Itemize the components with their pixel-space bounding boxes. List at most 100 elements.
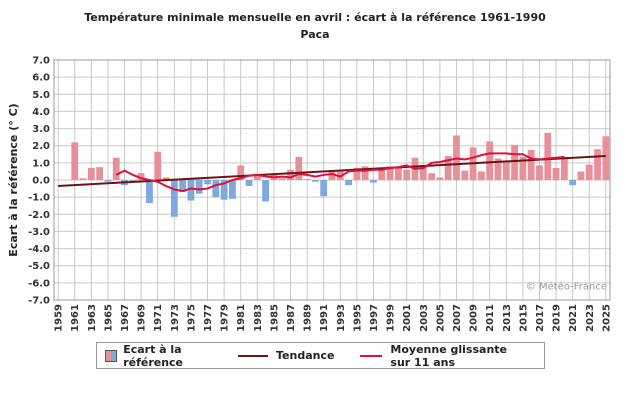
bar <box>96 167 104 180</box>
bar <box>511 144 518 180</box>
moving-avg-swatch-icon <box>360 354 383 357</box>
y-tick-label: 2.0 <box>32 141 50 152</box>
y-tick-label: 3.0 <box>32 124 50 135</box>
x-tick-label: 1989 <box>303 304 314 332</box>
bar <box>370 180 377 183</box>
x-tick-label: 1961 <box>70 304 81 332</box>
bar <box>104 180 112 182</box>
bar <box>419 166 427 180</box>
bar <box>519 156 527 180</box>
bar <box>287 169 294 180</box>
bar <box>187 180 195 201</box>
x-tick-label: 2019 <box>552 304 563 332</box>
bar <box>403 169 411 180</box>
bar <box>295 156 303 180</box>
bar <box>245 180 253 186</box>
bar <box>436 177 444 180</box>
x-tick-label: 1965 <box>103 304 114 332</box>
bar <box>303 179 311 180</box>
y-tick-label: -4.0 <box>28 244 50 255</box>
x-tick-label: 1993 <box>336 304 347 332</box>
x-tick-label: 2009 <box>469 304 480 332</box>
bar <box>204 180 211 185</box>
x-tick-label: 1997 <box>369 304 380 332</box>
legend: Ecart à la référence Tendance Moyenne gl… <box>96 342 545 369</box>
legend-label-trend: Tendance <box>275 349 335 362</box>
moving-avg-line <box>115 152 565 193</box>
bar <box>137 173 145 180</box>
bar <box>486 141 494 180</box>
x-tick-label: 2005 <box>435 304 446 332</box>
bar <box>220 180 228 200</box>
bar <box>527 150 535 180</box>
bar <box>378 169 386 180</box>
bar <box>179 180 187 192</box>
x-tick-label: 2021 <box>568 304 579 332</box>
x-tick-label: 2011 <box>485 304 496 332</box>
bar <box>328 171 336 180</box>
legend-item-trend: Tendance <box>237 349 335 362</box>
x-tick-label: 1967 <box>120 304 131 332</box>
bar <box>394 167 402 180</box>
bar <box>170 180 178 217</box>
x-tick-label: 1971 <box>153 304 164 332</box>
bar <box>477 171 485 180</box>
bar <box>262 180 270 202</box>
bar <box>544 132 552 180</box>
bar <box>428 173 435 180</box>
x-tick-label: 1973 <box>170 304 181 332</box>
y-tick-label: 4.0 <box>32 107 50 118</box>
bar <box>345 180 352 186</box>
x-tick-label: 2023 <box>585 304 596 332</box>
x-tick-label: 1987 <box>286 304 297 332</box>
bar <box>577 171 585 180</box>
x-tick-label: 1959 <box>54 304 65 332</box>
bar <box>154 151 162 180</box>
y-tick-label: 0.0 <box>32 176 50 187</box>
bar <box>560 156 568 180</box>
x-tick-label: 2013 <box>502 304 513 332</box>
bar <box>112 157 120 180</box>
bar <box>320 180 328 197</box>
chart-title: Température minimale mensuelle en avril … <box>84 11 546 24</box>
x-tick-label: 1985 <box>269 304 280 332</box>
bar <box>353 168 361 180</box>
bars-group <box>71 132 610 217</box>
bar <box>195 180 203 194</box>
x-tick-label: 2001 <box>402 304 413 332</box>
bar <box>386 166 394 180</box>
chart-subtitle: Paca <box>300 28 330 41</box>
trend-swatch-icon <box>237 354 268 357</box>
bar <box>361 166 369 180</box>
y-tick-label: -2.0 <box>28 210 50 221</box>
bar <box>336 170 344 180</box>
x-tick-label: 1983 <box>253 304 264 332</box>
bar <box>237 165 245 180</box>
bar <box>253 174 261 180</box>
x-tick-label: 1995 <box>352 304 363 332</box>
y-tick-label: -3.0 <box>28 227 50 238</box>
bar <box>552 168 560 180</box>
bar <box>129 180 137 181</box>
bar <box>278 178 286 180</box>
bar <box>87 168 95 180</box>
legend-label-bars: Ecart à la référence <box>123 342 184 369</box>
x-tick-label: 2017 <box>535 304 546 332</box>
y-tick-label: -1.0 <box>28 193 50 204</box>
x-tick-label: 1979 <box>220 304 231 332</box>
credit-text: © Météo-France <box>526 281 607 293</box>
x-tick-label: 2025 <box>601 304 612 332</box>
bar <box>229 180 236 199</box>
bar <box>536 165 543 180</box>
y-tick-label: -7.0 <box>28 296 50 307</box>
legend-label-moving-avg: Moyenne glissante sur 11 ans <box>390 342 507 369</box>
y-tick-label: 6.0 <box>32 73 50 84</box>
legend-item-moving-avg: Moyenne glissante sur 11 ans <box>360 343 526 369</box>
x-tick-label: 2007 <box>452 304 463 332</box>
x-tick-label: 1975 <box>186 304 197 332</box>
x-tick-label: 2015 <box>518 304 529 332</box>
lines-group <box>58 152 606 193</box>
x-tick-label: 1969 <box>137 304 148 332</box>
plot-border <box>53 59 611 301</box>
axes-group: -7.0 -6.0 -5.0 -4.0 -3.0 -2.0 -1.0 0.0 1.0 2.0 3.0… <box>28 56 612 332</box>
